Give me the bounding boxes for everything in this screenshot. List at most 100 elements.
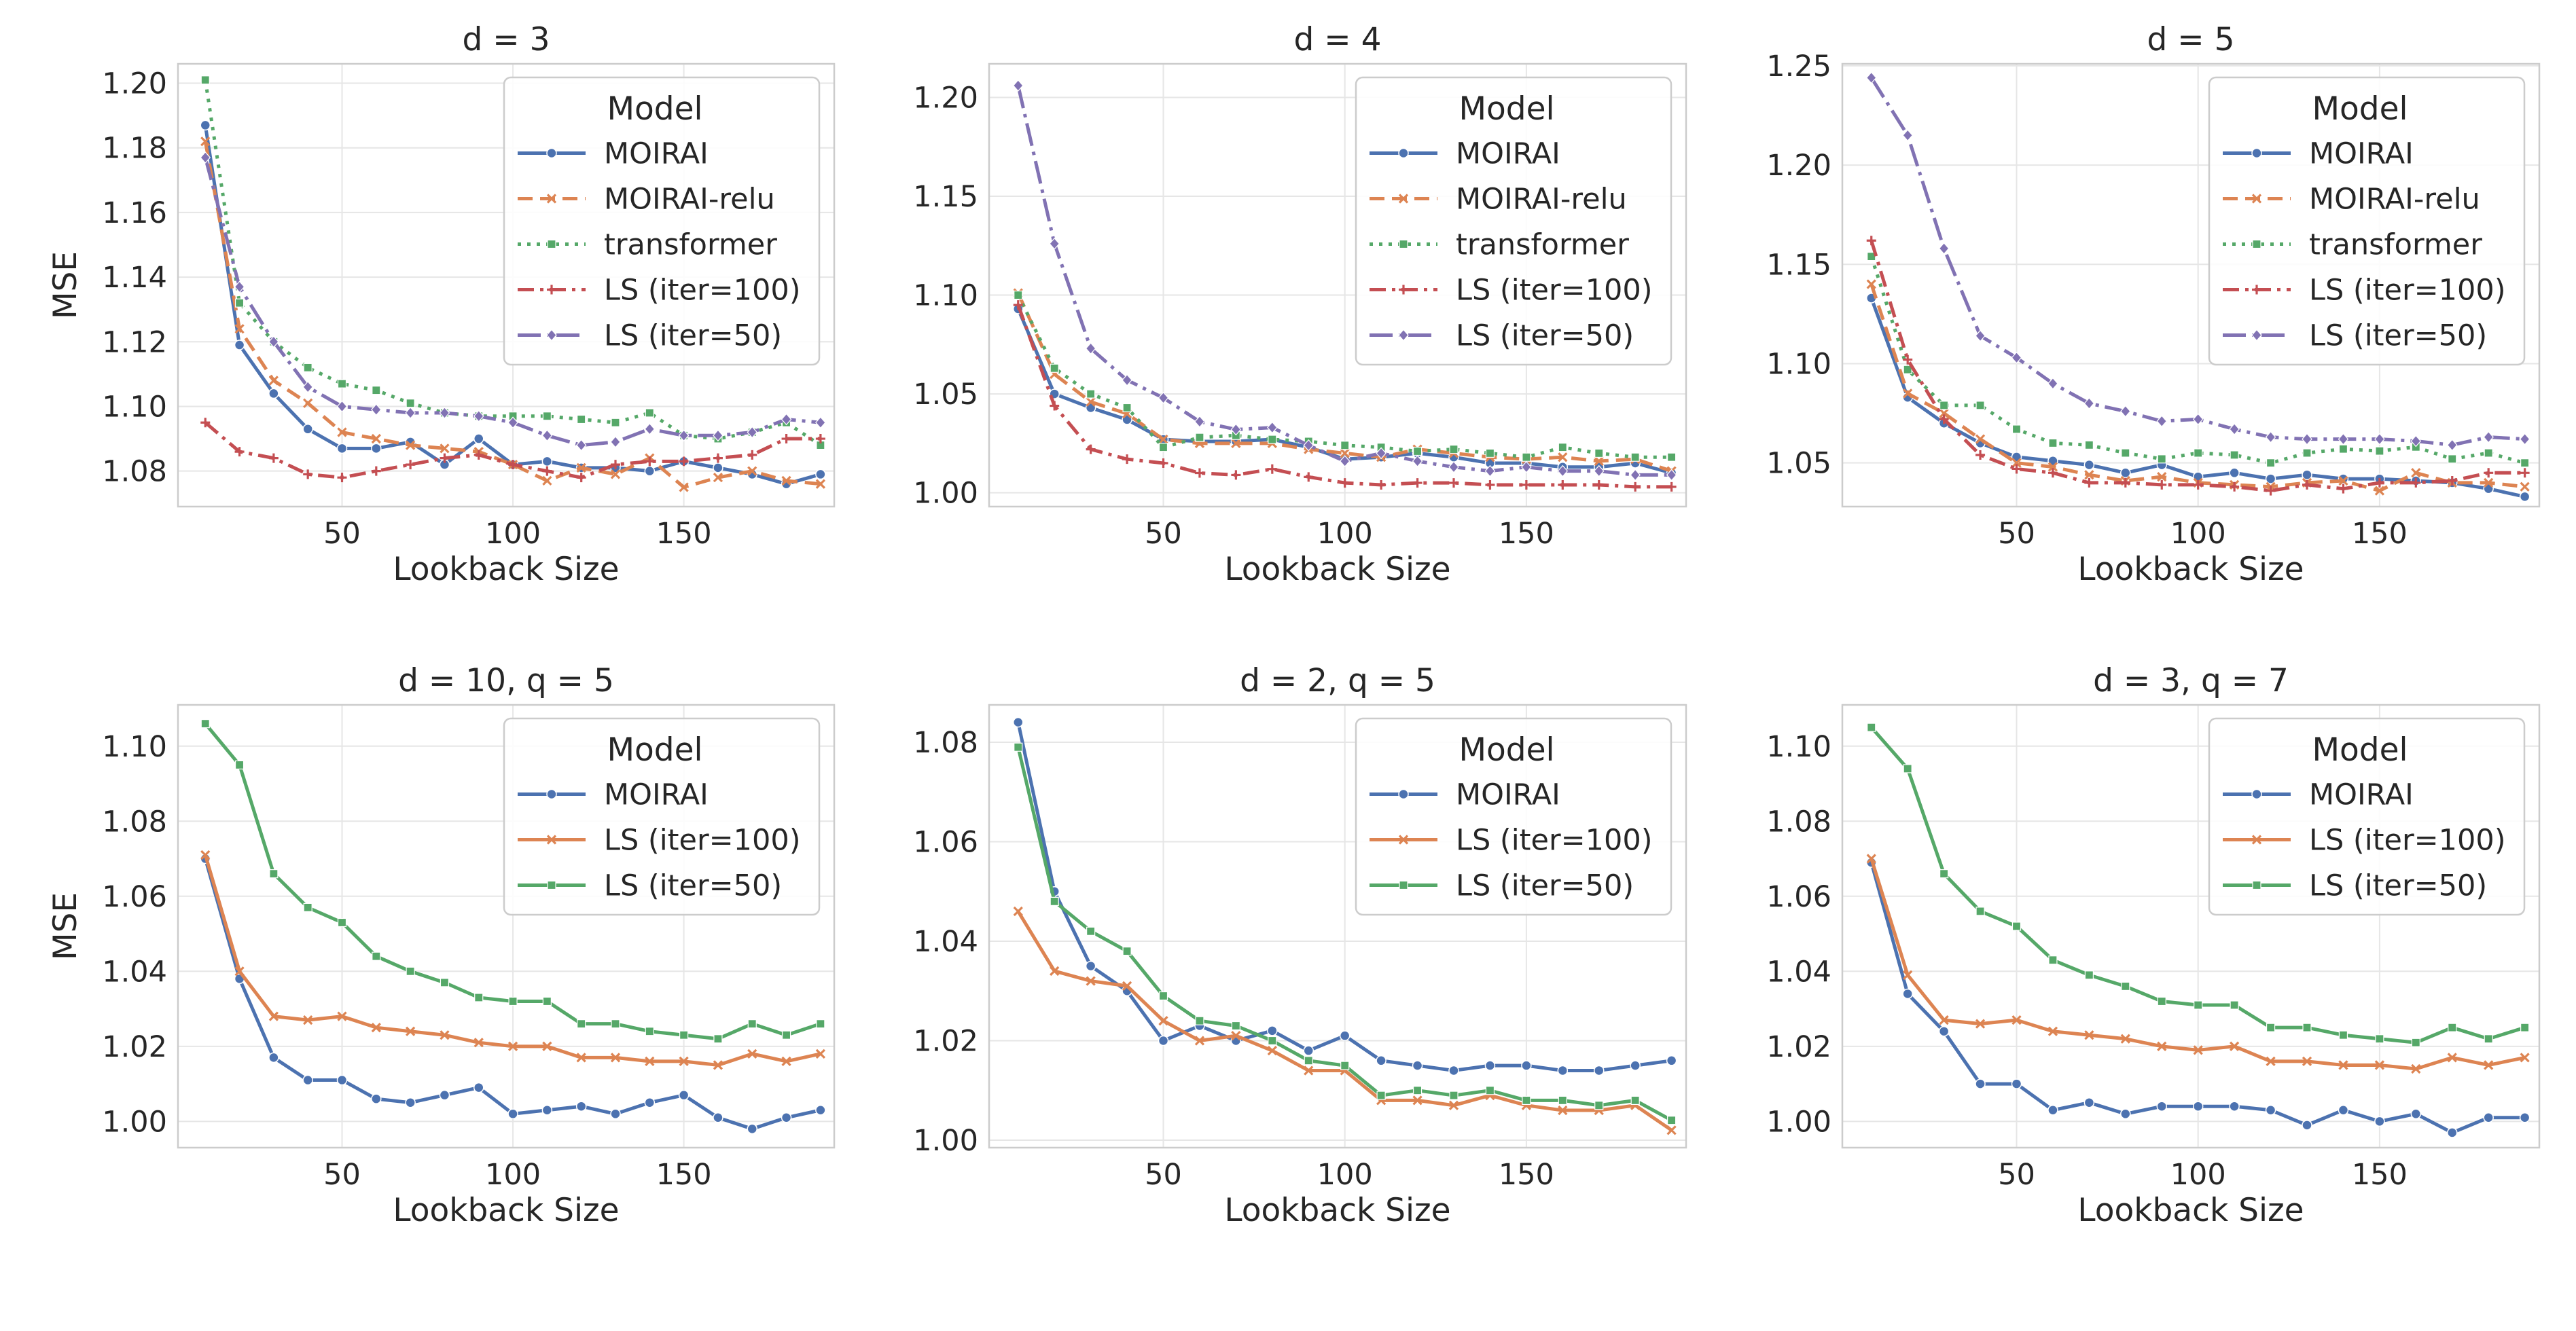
data-point [2447,1127,2458,1138]
x-tick-label: 50 [323,1158,361,1192]
data-point [2011,458,2022,468]
data-point [440,978,450,987]
data-point [1194,415,1205,428]
data-point [1630,452,1640,462]
data-point [747,466,757,476]
data-point [1903,388,1913,399]
data-point [1521,460,1532,473]
x-axis-label: Lookback Size [1224,1192,1450,1229]
data-point [2338,475,2348,486]
data-point [268,453,279,463]
data-point [645,1056,655,1067]
data-point [2338,1030,2348,1040]
x-axis-label: Lookback Size [2077,551,2304,588]
legend-label: MOIRAI-relu [2309,183,2480,217]
data-point [200,75,210,85]
legend-marker [546,147,557,159]
legend: Model MOIRAI LS (iter=100) LS (iter=50) [1355,717,1672,916]
data-point [1267,1046,1277,1056]
data-point [1666,481,1677,492]
data-point [2374,477,2384,488]
data-point [507,1108,518,1120]
data-point [1412,1060,1423,1071]
legend-marker [1398,329,1409,342]
data-point [1267,1025,1278,1036]
legend-label: MOIRAI [1456,778,1560,812]
legend-label: transformer [2309,228,2482,262]
data-point [406,460,416,470]
data-point [200,136,211,147]
legend-title: Model [2312,90,2408,128]
data-point [1194,1036,1205,1046]
x-tick-label: 100 [485,1158,541,1192]
data-point [1865,71,1877,84]
data-point [439,1089,450,1101]
data-point [645,456,655,467]
data-point [440,443,450,454]
data-point [1975,1019,1986,1029]
y-axis-label: MSE [47,892,84,960]
data-point [2083,397,2095,409]
data-point [1667,1116,1677,1125]
y-tick-label: 1.10 [913,279,978,313]
data-point [371,1093,382,1104]
legend-title: Model [1459,731,1554,769]
data-point [371,1023,381,1033]
data-point [1012,79,1024,92]
data-point [1013,906,1023,917]
y-tick-label: 1.02 [102,1030,167,1064]
data-point [439,407,450,419]
data-point [371,403,382,416]
data-point [542,996,552,1006]
data-point [2338,1060,2348,1070]
data-point [2265,431,2276,443]
x-tick-label: 50 [1998,1158,2035,1192]
legend: Model MOIRAI MOIRAI-relu transformer LS (ite… [1355,76,1672,366]
data-point [1376,447,1387,460]
data-point [1449,1091,1459,1100]
data-point [1267,464,1277,474]
data-point [1049,237,1060,250]
data-point [371,433,381,444]
data-point [1975,450,1986,460]
data-point [2229,1041,2240,1051]
data-point [1630,1095,1640,1106]
data-point [1122,373,1132,386]
data-point [576,473,586,483]
legend-label: LS (iter=100) [604,824,801,858]
data-point [816,1019,825,1029]
data-point [610,1053,621,1063]
y-tick-label: 1.00 [102,1105,167,1139]
data-point [2229,423,2240,435]
data-point [644,422,656,435]
data-point [1449,478,1459,488]
legend-label: LS (iter=100) [2309,824,2506,858]
data-point [303,363,312,372]
data-point [713,1060,723,1070]
data-point [747,1019,757,1029]
data-point [372,951,381,961]
y-tick-label: 1.20 [913,81,978,115]
data-point [815,416,826,429]
data-point [2338,444,2348,454]
data-point [1412,455,1423,467]
legend-marker [546,835,557,845]
y-tick-label: 1.06 [102,880,167,914]
y-tick-label: 1.15 [913,180,978,214]
data-point [2157,996,2166,1006]
data-point [2520,468,2530,478]
data-point [1231,1031,1241,1041]
legend-box [2208,76,2526,366]
x-tick-label: 100 [2170,1158,2226,1192]
data-point [541,456,553,467]
plot-frame [988,704,1687,1149]
data-point [1558,452,1568,462]
legend-box [2208,717,2526,916]
legend-title: Model [607,731,702,769]
data-point [2519,433,2530,445]
data-point [576,1053,586,1063]
data-point [2519,491,2530,503]
legend-label: MOIRAI [604,137,709,171]
series-moirai [1866,857,2530,1138]
data-point [2520,1023,2530,1032]
